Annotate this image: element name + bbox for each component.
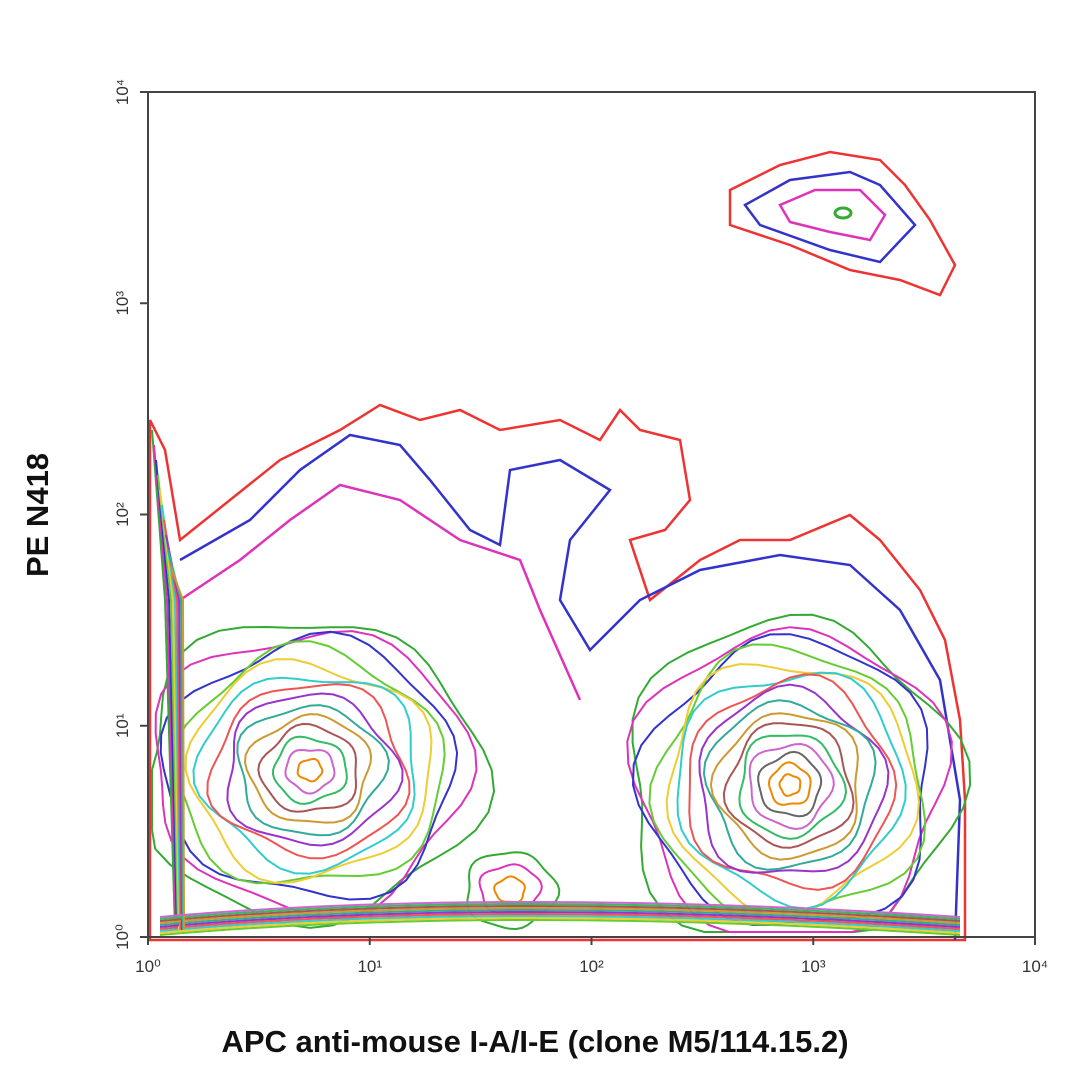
contour (698, 683, 890, 874)
contour (665, 663, 921, 920)
contour (631, 613, 972, 933)
contour (626, 626, 953, 933)
contour (159, 905, 961, 922)
contour (153, 444, 177, 931)
contour (159, 903, 961, 920)
contour (184, 658, 433, 885)
y-tick-label: 10⁰ (113, 924, 132, 950)
contour (296, 757, 324, 783)
outer-contour (728, 150, 957, 297)
contour (159, 915, 961, 932)
contour (169, 564, 185, 931)
contour (722, 722, 855, 849)
outer-contour (148, 403, 967, 942)
contour (159, 911, 961, 928)
contour (226, 692, 404, 847)
x-tick-label: 10¹ (357, 957, 382, 976)
contour (748, 742, 835, 831)
contour (702, 699, 877, 871)
contour (159, 919, 961, 936)
contour (257, 722, 358, 813)
y-tick-label: 10² (113, 502, 132, 527)
x-tick-label: 10³ (801, 957, 826, 976)
contour (206, 683, 411, 860)
contour (493, 875, 526, 904)
contour (271, 735, 348, 805)
contour (192, 676, 416, 875)
contour (159, 917, 961, 934)
contour (159, 901, 961, 918)
contour (243, 713, 373, 824)
x-tick-label: 10² (579, 957, 604, 976)
contour (179, 483, 582, 701)
y-tick-label: 10⁴ (113, 79, 132, 105)
contour (778, 188, 887, 242)
contour (757, 750, 823, 818)
x-tick-label: 10⁰ (135, 957, 161, 976)
contour (743, 170, 917, 264)
contour (833, 206, 853, 220)
contour (167, 549, 184, 931)
y-axis-title: PE N418 (20, 453, 55, 577)
contour (179, 433, 962, 941)
contour (154, 630, 478, 920)
y-tick-label: 10¹ (113, 713, 132, 738)
contour (709, 712, 859, 861)
contour (151, 429, 176, 931)
contour (236, 704, 390, 837)
contour (159, 907, 961, 924)
contour (688, 673, 898, 891)
contour (159, 913, 961, 930)
contour (676, 671, 907, 910)
x-axis-title: APC anti-mouse I-A/I-E (clone M5/114.15.… (221, 1024, 848, 1059)
y-tick-label: 10³ (113, 291, 132, 316)
contour (648, 643, 927, 923)
contour (151, 625, 496, 929)
contour (778, 773, 802, 797)
contour (159, 630, 459, 901)
contour (466, 851, 561, 931)
contour (284, 748, 336, 795)
contour-plot (148, 150, 972, 942)
x-tick-label: 10⁴ (1022, 957, 1048, 976)
contour (159, 909, 961, 926)
contour (631, 633, 929, 926)
contour (738, 734, 848, 840)
contour (767, 761, 812, 806)
